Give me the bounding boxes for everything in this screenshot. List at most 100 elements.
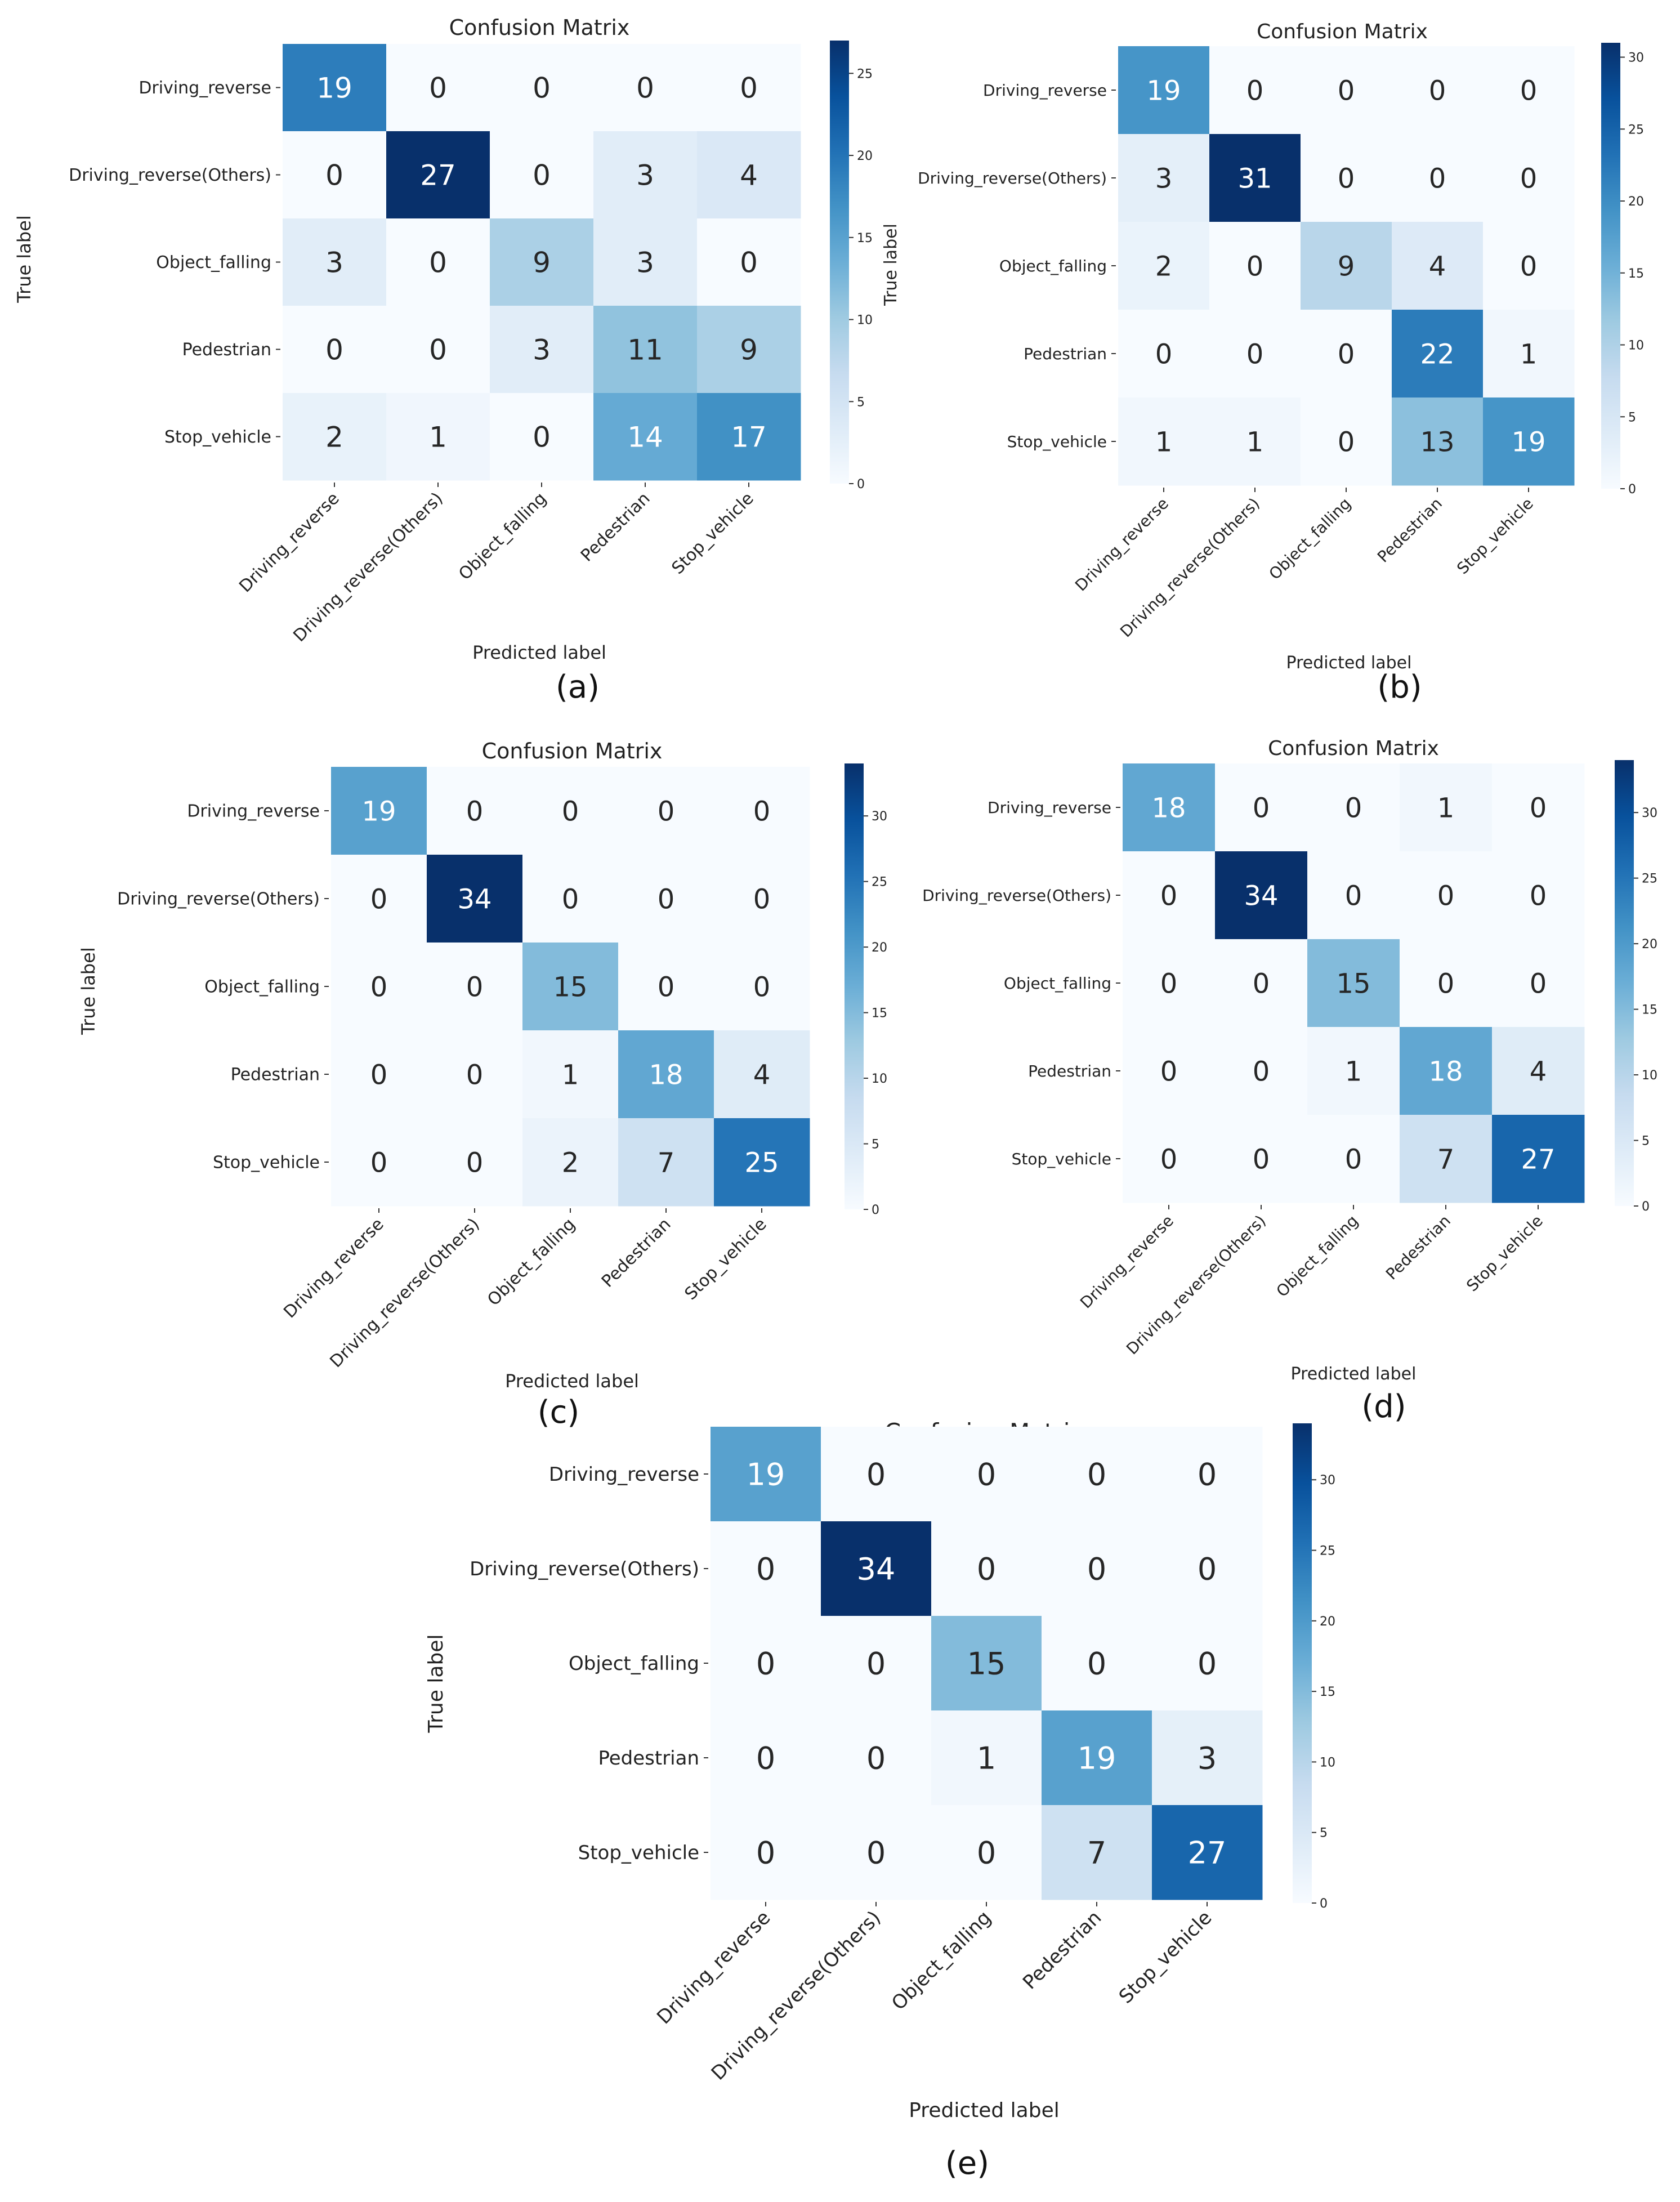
cell-value-label: 31 [1237,163,1272,194]
heatmap-cell [593,218,698,306]
heatmap-cell [697,44,801,132]
colorbar-tick-label: 25 [857,67,873,81]
x-tick-label: Driving_reverse [653,1906,775,2029]
heatmap-cell [1152,1710,1263,1806]
cell-value-label: 0 [1338,426,1355,458]
heatmap-cell [490,218,594,306]
heatmap-cell [1307,851,1400,940]
cell-value-label: 0 [1160,968,1178,999]
colorbar-tick-label: 25 [1628,123,1644,137]
cell-value-label: 19 [1146,75,1181,106]
cell-value-label: 11 [627,334,663,367]
heatmap-cell [714,1030,810,1119]
x-tick-label: Stop_vehicle [1115,1906,1217,2008]
cell-value-label: 0 [866,1646,886,1681]
colorbar-tick-label: 10 [1628,339,1644,353]
colorbar-tick-label: 20 [1642,937,1657,952]
chart-title: Confusion Matrix [1268,737,1439,760]
heatmap-cell [714,855,810,943]
heatmap-cell [1215,1115,1308,1203]
cell-value-label: 27 [420,159,456,192]
cell-value-label: 0 [1345,880,1362,912]
heatmap-cell [1392,134,1484,222]
y-tick-label: Stop_vehicle [578,1842,699,1864]
heatmap-cell [1215,1027,1308,1115]
cell-value-label: 0 [1253,968,1270,999]
y-axis-label: True label [425,1634,448,1734]
heatmap-cell [1483,46,1575,135]
cell-value-label: 0 [370,1147,388,1178]
heatmap-cell [522,855,619,943]
y-axis-label: True label [78,947,99,1035]
y-tick-label: Object_falling [569,1652,699,1675]
heatmap-cell [522,767,619,855]
heatmap-cell [697,393,801,481]
cell-value-label: 0 [658,796,675,827]
heatmap-cell [697,218,801,306]
cell-value-label: 9 [740,334,758,367]
heatmap-cell [1492,1027,1585,1115]
x-tick-label: Pedestrian [577,489,654,566]
x-tick-label: Object_falling [1266,494,1355,583]
cell-value-label: 0 [325,334,343,367]
chart-title: Confusion Matrix [482,739,663,763]
y-tick-label: Object_falling [999,257,1107,275]
heatmap-cell [427,1030,523,1119]
cell-value-label: 19 [1078,1740,1116,1776]
colorbar-tick-label: 5 [1320,1826,1328,1841]
cell-value-label: 34 [457,883,492,915]
cell-value-label: 1 [1520,338,1538,370]
cell-value-label: 3 [533,334,551,367]
y-tick-label: Object_falling [1004,974,1111,993]
cell-value-label: 0 [1437,968,1455,999]
heatmap-cell [1118,46,1210,135]
cell-value-label: 0 [1087,1457,1106,1492]
heatmap-cell [618,855,714,943]
cell-value-label: 0 [658,971,675,1003]
colorbar-tick-label: 25 [872,876,887,890]
heatmap-cell [1307,1115,1400,1203]
cell-value-label: 0 [1530,880,1547,912]
cell-value-label: 0 [1198,1457,1217,1492]
heatmap-cell [1400,851,1493,940]
heatmap-cell [697,306,801,394]
heatmap-cell [386,218,490,306]
heatmap-cell [1152,1521,1263,1616]
cell-value-label: 3 [1198,1740,1217,1776]
panel-label-a: (a) [555,669,600,705]
cell-value-label: 15 [553,971,587,1003]
y-tick-label: Pedestrian [1028,1062,1111,1080]
heatmap-cell [593,393,698,481]
heatmap-cell [593,306,698,394]
heatmap-cell [1301,310,1392,398]
cell-value-label: 19 [361,796,396,827]
heatmap-cell [711,1427,821,1522]
y-tick-label: Driving_reverse(Others) [922,886,1111,905]
x-axis-label: Predicted label [909,2099,1060,2122]
cell-value-label: 1 [1345,1056,1362,1087]
y-tick-label: Driving_reverse [138,78,271,98]
y-tick-label: Stop_vehicle [1012,1150,1111,1168]
x-axis-label: Predicted label [472,642,606,663]
panel-label-d: (d) [1361,1388,1406,1425]
cell-value-label: 0 [1338,163,1355,194]
y-tick-label: Driving_reverse(Others) [69,166,271,185]
cell-value-label: 4 [740,159,758,192]
x-tick-label: Object_falling [455,489,551,584]
heatmap-cell [331,1030,427,1119]
heatmap-cell [931,1427,1042,1522]
cell-value-label: 18 [649,1059,683,1091]
x-tick-label: Object_falling [1273,1212,1362,1301]
cell-value-label: 0 [1437,880,1455,912]
cell-value-label: 0 [740,247,758,279]
heatmap-cell [714,1118,810,1207]
heatmap-cell [931,1521,1042,1616]
cell-value-label: 3 [636,247,654,279]
heatmap-cell [427,943,523,1031]
cell-value-label: 17 [731,421,767,454]
x-tick-label: Pedestrian [1374,494,1446,566]
heatmap-cell [1209,310,1301,398]
heatmap-cell [1483,134,1575,222]
